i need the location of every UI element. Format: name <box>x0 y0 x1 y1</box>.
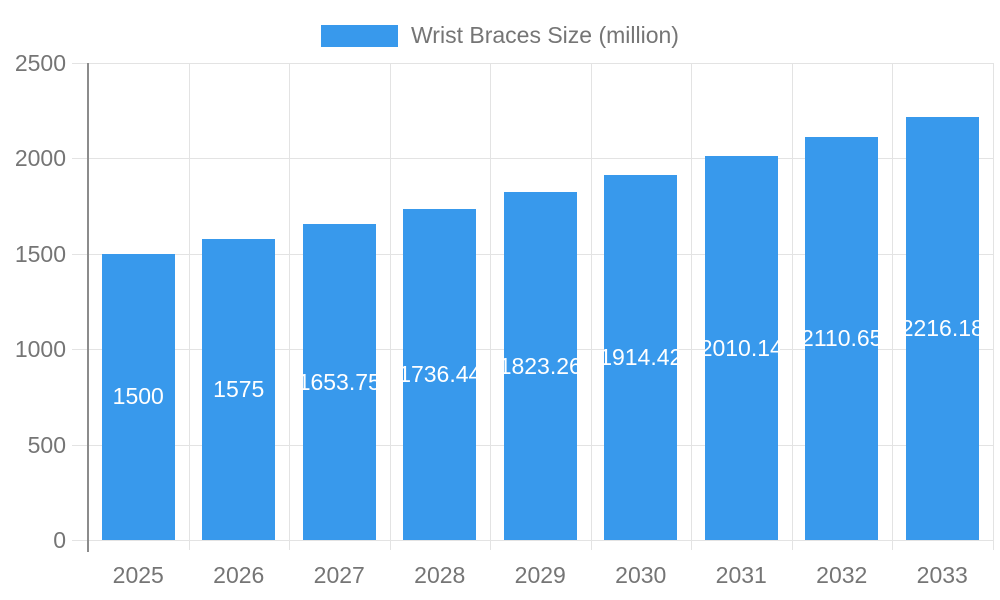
vertical-gridline <box>490 63 491 550</box>
bar-value-label: 1653.75 <box>297 368 381 395</box>
x-axis-tick-label: 2026 <box>213 562 265 588</box>
bar-2032: 2110.65 <box>801 137 882 540</box>
chart-legend: Wrist Braces Size (million) <box>0 22 1000 49</box>
bar-2025: 1500 <box>101 253 175 540</box>
legend-label: Wrist Braces Size (million) <box>411 22 679 48</box>
bar-2028: 1736.44 <box>398 208 481 540</box>
y-axis-tick-label: 1500 <box>14 240 66 267</box>
bar-value-label: 1575 <box>213 376 265 403</box>
bar-value-label: 1914.42 <box>599 343 683 370</box>
bar-value-label: 2010.14 <box>699 334 783 361</box>
x-axis-tick-label: 2032 <box>816 562 868 588</box>
legend-item-wrist-braces[interactable]: Wrist Braces Size (million) <box>321 22 679 49</box>
horizontal-gridline <box>72 158 993 160</box>
y-axis-tick-label: 0 <box>53 527 66 553</box>
x-axis-tick-label: 2033 <box>916 562 968 588</box>
vertical-gridline <box>892 63 893 550</box>
x-axis-tick-label: 2030 <box>615 562 667 588</box>
y-axis-line <box>87 63 89 552</box>
bar-value-label: 1823.26 <box>498 352 582 379</box>
y-axis-tick-label: 1000 <box>14 336 66 363</box>
vertical-gridline <box>791 63 793 550</box>
bar-value-label: 2110.65 <box>801 325 883 352</box>
x-axis-tick-label: 2025 <box>112 562 164 588</box>
vertical-gridline <box>188 63 190 550</box>
y-axis-tick-label: 2500 <box>14 50 66 76</box>
bar-2029: 1823.26 <box>499 192 582 540</box>
bar-2033: 2216.18 <box>901 117 984 540</box>
x-axis-tick-label: 2031 <box>715 562 767 588</box>
y-axis-tick-label: 500 <box>27 431 66 458</box>
x-axis-tick-label: 2029 <box>514 562 566 588</box>
bar-2027: 1653.75 <box>298 224 381 540</box>
horizontal-gridline <box>72 540 993 541</box>
bar-value-label: 1500 <box>112 383 164 410</box>
bar-2031: 2010.14 <box>700 156 783 540</box>
x-axis-tick-label: 2028 <box>414 562 466 588</box>
vertical-gridline <box>691 63 692 550</box>
bar-2026: 1575 <box>202 239 276 540</box>
vertical-gridline <box>389 63 391 550</box>
legend-swatch <box>321 24 399 47</box>
y-axis-tick-label: 2000 <box>14 145 66 172</box>
horizontal-gridline <box>72 63 993 64</box>
vertical-gridline <box>992 63 994 550</box>
vertical-gridline <box>590 63 592 550</box>
bar-2030: 1914.42 <box>599 174 682 540</box>
vertical-gridline <box>289 63 290 550</box>
bar-value-label: 1736.44 <box>398 360 482 387</box>
bar-value-label: 2216.18 <box>900 315 984 342</box>
x-axis-tick-label: 2027 <box>313 562 365 588</box>
